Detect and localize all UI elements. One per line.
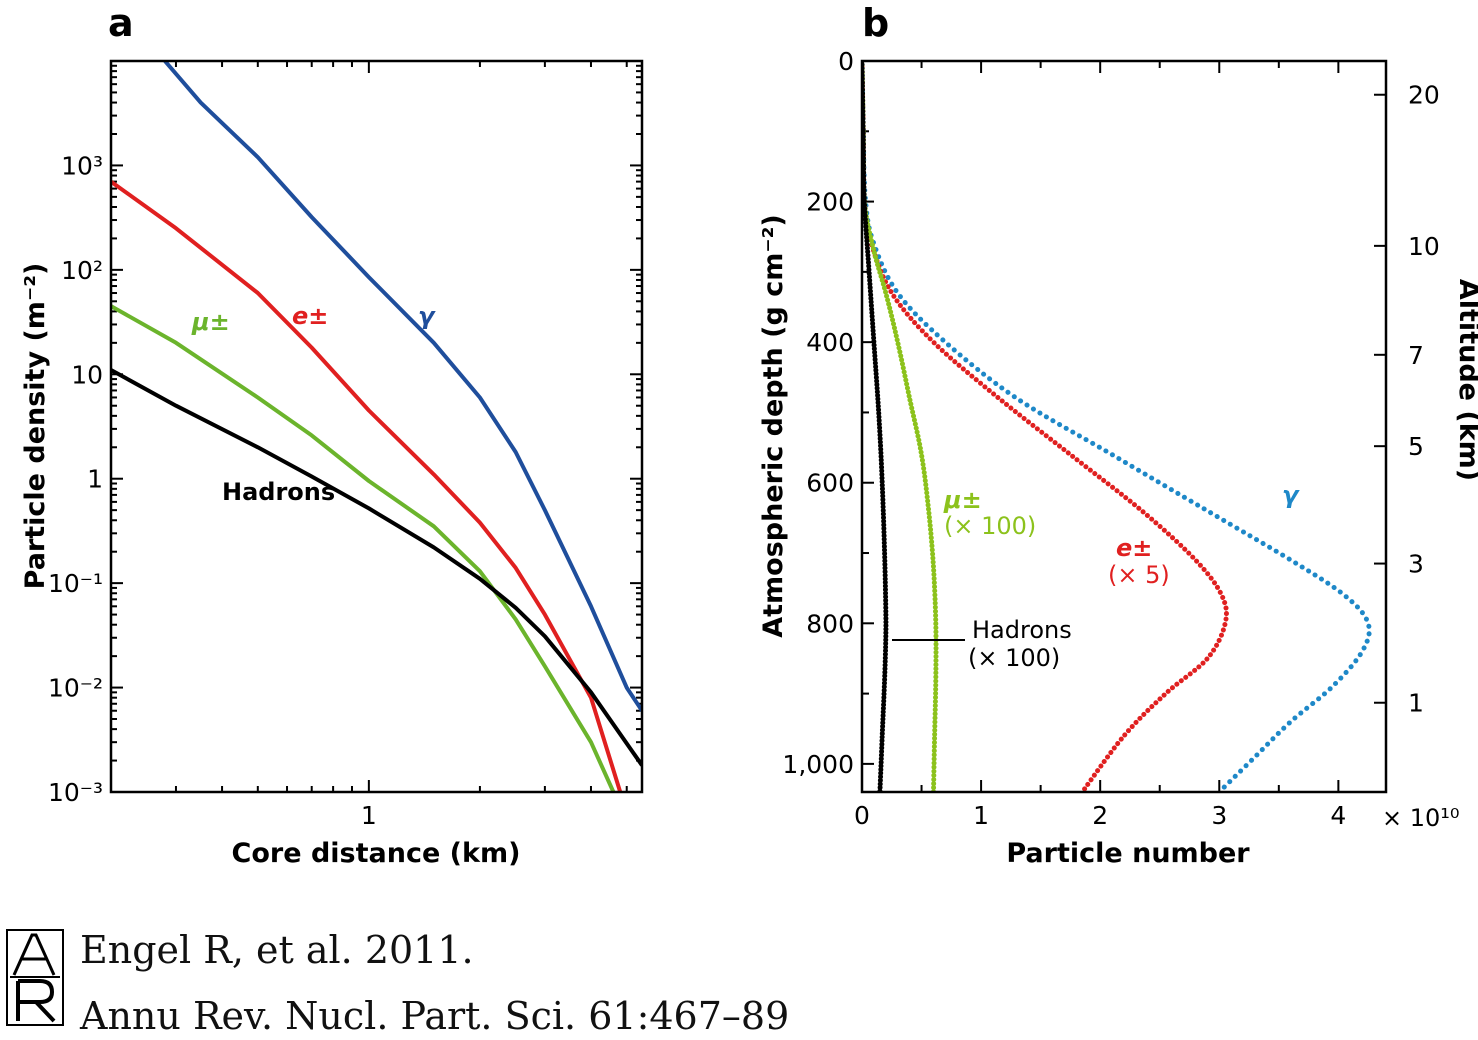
panel-b-frame	[860, 59, 1388, 794]
y-tick-label: 10²	[61, 256, 103, 285]
y-tick-label: 0	[838, 47, 854, 76]
x-tick-label: 0	[854, 801, 870, 830]
muon-label-b: μ±	[943, 486, 982, 514]
x-tick-label: 2	[1092, 801, 1108, 830]
panel-b-letter: b	[862, 1, 889, 45]
panel-a-series	[111, 61, 642, 792]
panel-b-ylabel: Atmospheric depth (g cm⁻²)	[758, 214, 789, 638]
y-tick-label: 10⁻¹	[48, 569, 103, 598]
panel-a-frame	[109, 59, 644, 794]
hadrons-scale-b: (× 100)	[968, 644, 1060, 672]
y-tick-label: 600	[806, 469, 854, 498]
y-tick-label: 200	[806, 188, 854, 217]
panel-a: 10³ 10² 10 1 10⁻¹ 10⁻² 10⁻³ 1 Core distance (km…	[20, 59, 644, 869]
y2-tick-label: 3	[1408, 550, 1424, 579]
gamma-curve-b	[862, 61, 1372, 792]
panel-b-series	[862, 61, 1372, 792]
x-tick-label: 3	[1211, 801, 1227, 830]
panel-b-x-multiplier: × 10¹⁰	[1382, 804, 1460, 832]
muon-scale-b: (× 100)	[944, 512, 1036, 540]
citation-line-1: Engel R, et al. 2011.	[80, 928, 474, 972]
panel-b-y2label: Altitude (km)	[1453, 279, 1478, 481]
hadron-curve-b	[862, 61, 889, 792]
hadrons-label-b: Hadrons	[972, 616, 1072, 644]
citation-line-2: Annu Rev. Nucl. Part. Sci. 61:467–89	[80, 994, 790, 1038]
y-tick-label: 10⁻²	[48, 674, 103, 703]
electron-label-b: e±	[1116, 534, 1152, 562]
y-tick-label: 1,000	[782, 750, 854, 779]
y-tick-label: 10³	[61, 151, 103, 180]
electron-label-a: e±	[292, 302, 328, 330]
muon-curve-a	[111, 304, 616, 792]
gamma-label-b: γ	[1282, 481, 1300, 509]
y-tick-label: 800	[806, 609, 854, 638]
y2-tick-label: 1	[1408, 689, 1424, 718]
y-tick-label: 10	[71, 360, 103, 389]
y2-tick-label: 10	[1408, 232, 1440, 261]
x-tick-label: 1	[973, 801, 989, 830]
panel-b-xlabel: Particle number	[1006, 838, 1250, 869]
x-tick-label: 1	[361, 801, 377, 830]
hadron-curve-a	[111, 368, 642, 767]
muon-curve-b	[862, 61, 939, 792]
panel-a-letter: a	[108, 1, 134, 45]
electron-scale-b: (× 5)	[1108, 561, 1170, 589]
hadrons-label-a: Hadrons	[222, 478, 335, 506]
panel-a-xlabel: Core distance (km)	[232, 838, 521, 869]
x-tick-label: 4	[1330, 801, 1346, 830]
y-tick-label: 1	[87, 465, 103, 494]
y2-tick-label: 20	[1408, 81, 1440, 110]
panel-a-tick-labels: 10³ 10² 10 1 10⁻¹ 10⁻² 10⁻³ 1	[48, 151, 377, 830]
muon-label-a: μ±	[191, 308, 230, 336]
gamma-curve-a	[163, 61, 642, 712]
panel-b-ticks	[861, 60, 1386, 792]
y2-tick-label: 5	[1408, 432, 1424, 461]
panel-a-ylabel: Particle density (m⁻²)	[20, 263, 51, 590]
gamma-label-a: γ	[418, 302, 436, 330]
y-tick-label: 400	[806, 328, 854, 357]
y2-tick-label: 7	[1408, 341, 1424, 370]
panel-a-ticks	[110, 61, 642, 793]
annual-reviews-logo	[6, 929, 64, 1026]
electron-curve-a	[111, 179, 623, 792]
y-tick-label: 10⁻³	[48, 778, 103, 807]
